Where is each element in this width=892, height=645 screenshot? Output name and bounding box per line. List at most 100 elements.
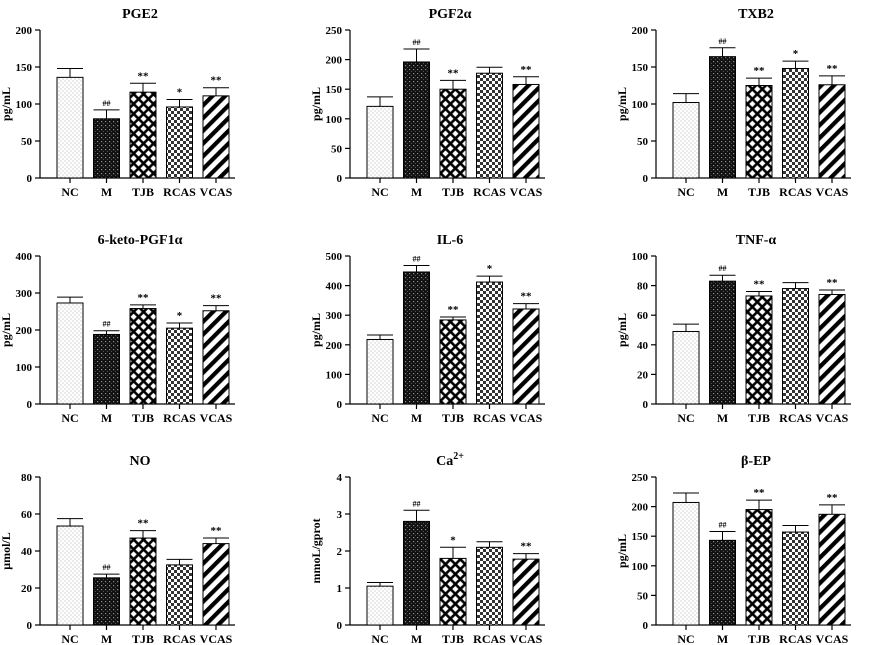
significance-marker: ## [413,254,421,263]
y-tick-label: 0 [27,399,33,411]
bar-vcas [512,558,540,626]
significance-marker: * [177,87,183,99]
y-tick-label: 60 [637,310,649,322]
chart-panel-6: TNF-α pg/mL 0 20 40 60 80 100 NC ## M ** TJB RCAS ** VC… [615,233,851,425]
y-axis-label: pg/mL [0,87,13,121]
x-tick-label: TJB [132,185,154,199]
y-tick-label: 20 [21,583,33,595]
chart-title-text: Ca [436,454,453,469]
x-tick-label: NC [677,411,694,425]
x-tick-label: M [717,185,728,199]
significance-marker: ** [448,304,460,316]
bar-vcas [512,83,540,179]
y-tick-label: 200 [16,325,33,337]
y-tick-label: 0 [643,399,649,411]
significance-marker: * [487,263,493,275]
x-tick-label: TJB [442,411,464,425]
significance-marker: ** [211,75,223,87]
x-tick-label: RCAS [163,632,196,645]
x-tick-label: VCAS [510,411,543,425]
bar-m [403,61,430,179]
y-tick-label: 200 [326,340,343,352]
bar-vcas [818,293,846,405]
significance-marker: ** [521,64,533,76]
y-tick-label: 150 [632,531,649,543]
chart-title: IL-6 [437,233,463,248]
x-tick-label: VCAS [200,185,233,199]
bar-m [403,520,430,626]
bar-tjb [439,557,467,626]
bar-tjb [439,319,467,405]
y-tick-label: 80 [21,472,33,484]
y-tick-label: 150 [16,62,33,74]
y-tick-label: 0 [643,173,649,185]
significance-marker: ** [138,70,150,82]
bar-rcas [476,72,503,179]
y-axis-label: pg/mL [615,313,629,347]
bar-rcas [782,531,809,626]
x-tick-label: TJB [442,632,464,645]
y-tick-label: 100 [16,362,33,374]
bar-tjb [129,537,157,626]
x-tick-label: VCAS [510,632,543,645]
chart-panel-5: IL-6 pg/mL 0 100 200 300 400 500 NC ## M ** TJB * RCAS… [309,233,545,425]
y-tick-label: 3 [337,509,343,521]
bar-nc [366,105,394,179]
y-axis-label: pg/mL [309,87,323,121]
x-tick-label: RCAS [779,411,812,425]
y-tick-label: 500 [326,251,343,263]
y-tick-label: 0 [337,399,343,411]
x-tick-label: VCAS [200,411,233,425]
chart-title: TNF-α [736,233,777,248]
chart-title-text: TNF-α [736,233,777,248]
x-tick-label: M [411,411,422,425]
x-tick-label: VCAS [816,411,849,425]
x-tick-label: RCAS [163,411,196,425]
y-tick-label: 40 [637,340,649,352]
y-tick-label: 200 [326,55,343,67]
y-tick-label: 100 [16,99,33,111]
bar-nc [366,338,394,405]
chart-panel-9: β-EP pg/mL 0 50 100 150 200 250 NC ## M ** TJB RCAS **… [615,454,851,645]
x-tick-label: NC [677,185,694,199]
y-tick-label: 100 [326,114,343,126]
bar-tjb [745,295,773,405]
x-tick-label: RCAS [473,411,506,425]
bar-nc [56,302,84,405]
x-tick-label: M [101,632,112,645]
bar-nc [672,501,700,626]
bar-nc [672,330,700,405]
chart-title-text: PGF2α [429,7,472,22]
y-tick-label: 0 [27,620,33,632]
y-axis-label: mmoL/gprot [309,518,323,583]
significance-marker: * [450,534,456,546]
y-tick-label: 250 [326,25,343,37]
chart-title: NO [130,454,151,469]
significance-marker: * [177,310,183,322]
significance-marker: ** [827,277,839,289]
significance-marker: ## [413,499,421,508]
x-tick-label: TJB [132,411,154,425]
significance-marker: ## [719,264,727,273]
significance-marker: ** [138,518,150,530]
bar-tjb [439,88,467,179]
bar-nc [56,76,84,179]
bar-tjb [129,308,157,405]
x-tick-label: M [717,411,728,425]
bar-rcas [782,67,809,179]
chart-panel-7: NO μmol/L 0 20 40 60 80 NC ## M ** TJB RCAS ** VCAS [0,454,235,645]
bar-tjb [745,85,773,179]
x-tick-label: RCAS [163,185,196,199]
significance-marker: ** [448,67,460,79]
x-tick-label: TJB [442,185,464,199]
x-tick-label: RCAS [473,185,506,199]
bar-m [709,56,736,179]
y-tick-label: 50 [637,590,649,602]
y-tick-label: 0 [27,173,33,185]
y-tick-label: 400 [16,251,33,263]
significance-marker: ## [103,320,111,329]
x-tick-label: TJB [748,632,770,645]
x-tick-label: NC [61,632,78,645]
y-tick-label: 1 [337,583,343,595]
